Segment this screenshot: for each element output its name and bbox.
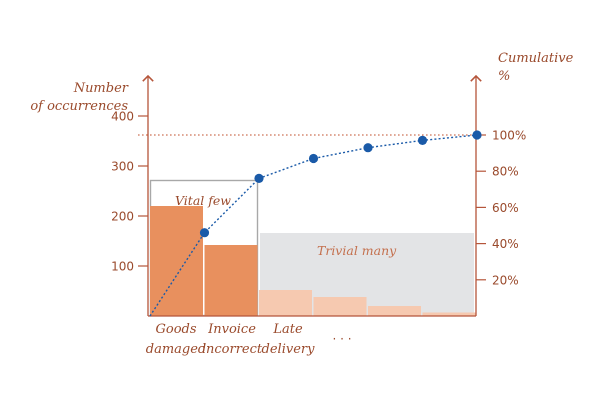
bar-5 [368, 306, 421, 316]
category-label-late-line2: delivery [262, 342, 316, 357]
left-tick-label-300: 300 [111, 160, 134, 174]
left-axis-ticks: 100 200 300 400 [111, 110, 148, 274]
cumulative-point-1 [199, 228, 210, 238]
bars [150, 206, 476, 316]
right-axis-label-line2: % [498, 69, 510, 84]
left-axis-label-line1: Number [73, 81, 129, 96]
right-tick-label-40: 40% [492, 237, 519, 251]
right-tick-label-100: 100% [492, 129, 526, 143]
vital-few-label: Vital few [175, 193, 231, 208]
right-tick-label-60: 60% [492, 201, 519, 215]
bar-6 [422, 312, 476, 316]
cumulative-point-4 [363, 143, 373, 153]
category-label-goods-line2: damaged [146, 342, 207, 357]
right-axis-ticks: 20% 40% 60% 80% 100% [476, 129, 526, 287]
left-axis-label-line2: of occurrences [30, 99, 128, 114]
left-tick-label-100: 100 [111, 260, 134, 274]
cumulative-point-5 [417, 135, 428, 145]
cumulative-line-series [149, 130, 482, 317]
bar-1 [150, 206, 203, 316]
bar-4 [313, 297, 367, 316]
cumulative-point-3 [308, 153, 319, 164]
cumulative-point-2 [254, 173, 264, 183]
left-tick-label-200: 200 [111, 210, 134, 224]
trivial-many-label: Trivial many [317, 243, 397, 258]
right-axis-label-line1: Cumulative [498, 51, 574, 66]
bar-2 [204, 245, 258, 316]
category-label-invoice-line1: Invoice [207, 322, 256, 337]
right-tick-label-80: 80% [492, 165, 519, 179]
left-tick-label-400: 400 [111, 110, 134, 124]
category-label-invoice-line2: incorrect [202, 342, 263, 357]
right-tick-label-20: 20% [492, 273, 519, 287]
category-ellipsis: · · · [332, 332, 351, 346]
category-label-late-line1: Late [272, 322, 303, 337]
category-label-goods-line1: Goods [155, 322, 196, 337]
cumulative-point-6 [472, 130, 482, 140]
bar-3 [259, 290, 312, 316]
